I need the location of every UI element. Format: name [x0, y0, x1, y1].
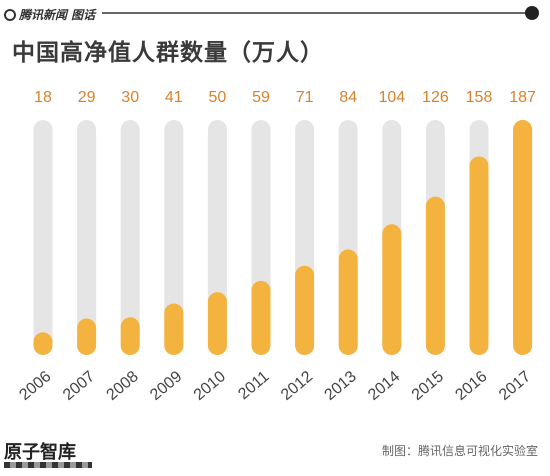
bar: [513, 120, 533, 355]
x-tick-label: 2007: [60, 368, 98, 404]
data-label: 84: [339, 89, 357, 106]
chart-title: 中国高净值人群数量（万人）: [12, 40, 324, 66]
chart-credit: 制图：腾讯信息可视化实验室: [381, 444, 538, 458]
bar: [338, 249, 358, 355]
x-tick-label: 2012: [278, 368, 316, 404]
x-tick-label: 2008: [104, 368, 142, 404]
bar: [382, 224, 402, 355]
x-tick-label: 2009: [147, 368, 185, 404]
x-tick-label: 2014: [365, 368, 403, 404]
bar-track: [164, 120, 184, 355]
bar: [295, 265, 315, 355]
footer-logo: 原子智库: [4, 442, 76, 463]
data-label: 187: [509, 89, 536, 106]
divider-dot-icon: [525, 6, 539, 20]
x-tick-label: 2013: [322, 368, 360, 404]
brand-logo: 腾讯新闻 图话: [4, 6, 95, 23]
bar: [469, 156, 489, 355]
data-label: 30: [121, 89, 139, 106]
x-tick-label: 2006: [16, 368, 54, 404]
bar-track: [120, 120, 140, 355]
data-label: 126: [422, 89, 449, 106]
data-label: 158: [466, 89, 493, 106]
brand-text: 腾讯新闻 图话: [19, 8, 96, 22]
x-tick-label: 2015: [409, 368, 447, 404]
data-label: 18: [34, 89, 52, 106]
data-label: 104: [378, 89, 405, 106]
data-label: 71: [296, 89, 314, 106]
bar: [33, 332, 53, 355]
data-label: 59: [252, 89, 270, 106]
x-tick-label: 2017: [496, 368, 534, 404]
data-label: 29: [78, 89, 96, 106]
bar: [77, 318, 97, 355]
x-tick-label: 2011: [235, 368, 272, 403]
divider-line: [102, 12, 526, 14]
bar: [164, 303, 184, 355]
x-tick-label: 2016: [452, 368, 490, 404]
bar-track: [33, 120, 53, 355]
bar: [251, 280, 271, 355]
data-label: 50: [209, 89, 227, 106]
data-label: 41: [165, 89, 183, 106]
bar-track: [77, 120, 97, 355]
bar-chart: 18 2006 29 2007 30 2008 41 2009 50 2010 59 2011 71 20…: [16, 89, 536, 404]
bar: [120, 317, 140, 355]
footer-logo-bar: [4, 462, 92, 468]
x-tick-label: 2010: [191, 368, 229, 404]
bar: [425, 196, 445, 355]
brand-icon: [4, 9, 16, 21]
top-bar: 腾讯新闻 图话: [0, 0, 550, 26]
bar: [207, 292, 227, 355]
